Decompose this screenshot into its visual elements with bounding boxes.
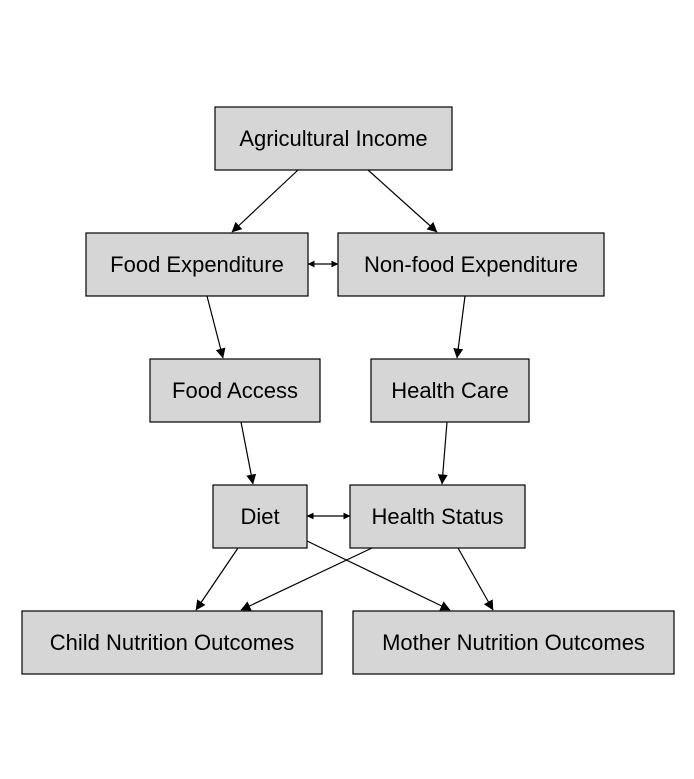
node-agricultural-income: Agricultural Income [214,106,453,171]
node-box [337,232,605,297]
edge-income-to-food-expenditure [231,169,299,233]
edge-health-status-to-mother-nutrition [457,547,494,611]
node-box [149,358,321,423]
node-diet: Diet [212,484,308,549]
node-box [370,358,530,423]
node-health-care: Health Care [370,358,530,423]
node-label: Food Expenditure [110,252,284,277]
edge-health-care-to-health-status [437,421,448,485]
edge-food-expenditure-to-food-access [206,295,226,359]
node-label: Child Nutrition Outcomes [50,630,295,655]
node-nonfood-expenditure: Non-food Expenditure [337,232,605,297]
node-mother-nutrition-outcomes: Mother Nutrition Outcomes [352,610,675,675]
node-box [21,610,323,675]
node-child-nutrition-outcomes: Child Nutrition Outcomes [21,610,323,675]
node-box [349,484,526,549]
node-label: Mother Nutrition Outcomes [382,630,645,655]
node-health-status: Health Status [349,484,526,549]
edges-group [195,169,494,611]
node-label: Food Access [172,378,298,403]
node-box [352,610,675,675]
edge-diet-to-child-nutrition [195,547,239,611]
edge-health-status-to-child-nutrition [240,547,373,611]
edge-income-to-nonfood-expenditure [367,169,438,233]
node-box [85,232,309,297]
node-label: Health Care [391,378,508,403]
node-food-access: Food Access [149,358,321,423]
edge-food-access-to-diet [240,421,257,485]
edge-nonfood-expenditure-to-health-care [453,295,466,359]
node-box [214,106,453,171]
node-label: Agricultural Income [239,126,427,151]
node-food-expenditure: Food Expenditure [85,232,309,297]
node-label: Health Status [371,504,503,529]
edge-diet-to-mother-nutrition [306,540,451,611]
node-label: Non-food Expenditure [364,252,578,277]
node-box [212,484,308,549]
node-label: Diet [240,504,279,529]
